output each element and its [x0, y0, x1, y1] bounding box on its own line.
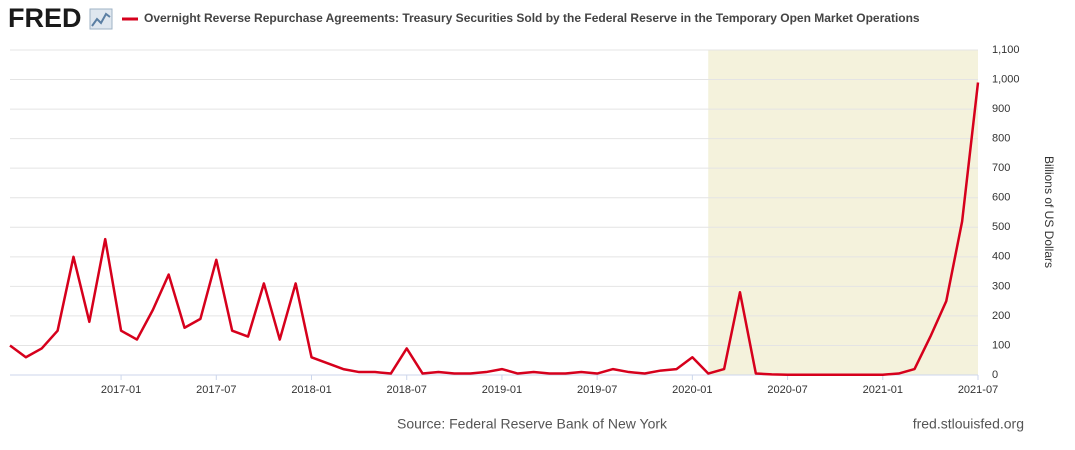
- y-tick-label: 700: [992, 162, 1010, 174]
- x-tick-label: 2020-07: [767, 384, 807, 396]
- y-tick-label: 1,000: [992, 73, 1020, 85]
- x-tick-label: 2019-07: [577, 384, 617, 396]
- y-tick-label: 0: [992, 369, 998, 381]
- logo: FRED: [8, 3, 82, 33]
- x-tick-label: 2020-01: [672, 384, 712, 396]
- recession-shading: [708, 50, 978, 375]
- y-tick-label: 800: [992, 133, 1010, 145]
- y-tick-label: 900: [992, 103, 1010, 115]
- source: Source: Federal Reserve Bank of New York: [397, 416, 668, 432]
- series-line: [9, 82, 980, 376]
- y-tick-label: 200: [992, 310, 1010, 322]
- x-tick-label: 2021-07: [958, 384, 998, 396]
- x-tick-label: 2017-01: [101, 384, 141, 396]
- y-tick-label: 300: [992, 280, 1010, 292]
- y-tick-label: 100: [992, 339, 1010, 351]
- y-tick-label: 500: [992, 221, 1010, 233]
- logo-icon: [89, 8, 113, 30]
- x-tick-label: 2018-01: [291, 384, 331, 396]
- x-tick-label: 2019-01: [482, 384, 522, 396]
- y-tick-label: 1,100: [992, 44, 1020, 56]
- site: fred.stlouisfed.org: [913, 416, 1024, 432]
- y-axis-label: Billions of US Dollars: [1042, 156, 1056, 268]
- y-tick-label: 600: [992, 192, 1010, 204]
- legend-label: Overnight Reverse Repurchase Agreements:…: [144, 11, 920, 25]
- x-tick-label: 2017-07: [196, 384, 236, 396]
- y-tick-label: 400: [992, 251, 1010, 263]
- x-tick-label: 2018-07: [387, 384, 427, 396]
- x-tick-label: 2021-01: [863, 384, 903, 396]
